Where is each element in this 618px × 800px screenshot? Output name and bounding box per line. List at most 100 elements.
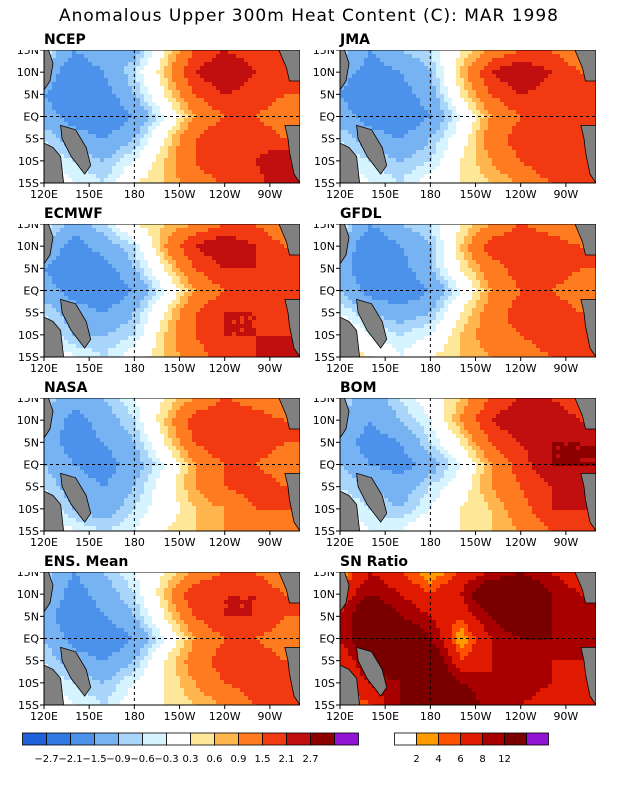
- heat-cell: [476, 94, 481, 99]
- heat-cell: [160, 106, 165, 111]
- heat-cell: [176, 78, 181, 83]
- heat-cell: [236, 232, 241, 237]
- heat-cell: [136, 118, 141, 123]
- heat-cell: [172, 82, 177, 87]
- heat-cell: [480, 70, 485, 75]
- heat-cell: [284, 166, 289, 171]
- x-tick-label: 150W: [460, 188, 492, 201]
- heat-cell: [564, 66, 569, 71]
- heat-cell: [396, 106, 401, 111]
- heat-cell: [116, 150, 121, 155]
- heat-cell: [244, 70, 249, 75]
- heat-cell: [384, 114, 389, 119]
- heat-cell: [280, 62, 285, 67]
- heat-cell: [148, 150, 153, 155]
- heat-cell: [180, 118, 185, 123]
- heat-cell: [400, 90, 405, 95]
- heat-cell: [364, 118, 369, 123]
- heat-cell: [104, 240, 109, 245]
- heat-cell: [268, 58, 273, 63]
- heat-cell: [72, 126, 77, 131]
- heat-cell: [204, 256, 209, 261]
- x-tick-label: 120E: [30, 188, 58, 201]
- heat-cell: [96, 62, 101, 67]
- heat-cell: [80, 110, 85, 115]
- heat-cell: [392, 98, 397, 103]
- heat-cell: [508, 174, 513, 179]
- heat-cell: [172, 162, 177, 167]
- panel-title: JMA: [340, 32, 370, 48]
- heat-cell: [448, 86, 453, 91]
- heat-cell: [96, 252, 101, 257]
- heat-cell: [160, 86, 165, 91]
- heat-cell: [536, 146, 541, 151]
- heat-cell: [464, 122, 469, 127]
- heat-cell: [520, 62, 525, 67]
- heat-cell: [144, 102, 149, 107]
- heat-cell: [520, 142, 525, 147]
- heat-cell: [432, 66, 437, 71]
- heat-cell: [124, 170, 129, 175]
- heat-cell: [528, 78, 533, 83]
- heat-cell: [120, 122, 125, 127]
- heat-cell: [568, 82, 573, 87]
- heat-cell: [388, 70, 393, 75]
- heat-cell: [160, 134, 165, 139]
- heat-cell: [480, 58, 485, 63]
- heat-cell: [496, 106, 501, 111]
- heat-cell: [408, 154, 413, 159]
- heat-cell: [236, 248, 241, 253]
- heat-cell: [260, 224, 265, 229]
- heat-cell: [376, 70, 381, 75]
- heat-cell: [148, 174, 153, 179]
- heat-cell: [232, 174, 237, 179]
- heat-cell: [180, 78, 185, 83]
- heat-cell: [284, 110, 289, 115]
- heat-cell: [192, 224, 197, 229]
- heat-cell: [172, 78, 177, 83]
- heat-cell: [448, 82, 453, 87]
- heat-cell: [296, 102, 300, 107]
- heat-cell: [256, 70, 261, 75]
- heat-cell: [72, 228, 77, 233]
- heat-cell: [388, 174, 393, 179]
- heat-cell: [536, 62, 541, 67]
- heat-cell: [552, 66, 557, 71]
- heat-cell: [224, 142, 229, 147]
- y-tick-label: 15S: [314, 177, 335, 190]
- heat-cell: [48, 110, 53, 115]
- heat-cell: [116, 174, 121, 179]
- heat-cell: [196, 114, 201, 119]
- heat-cell: [244, 174, 249, 179]
- heat-cell: [560, 110, 565, 115]
- heat-cell: [148, 114, 153, 119]
- heat-cell: [512, 154, 517, 159]
- heat-cell: [216, 122, 221, 127]
- heat-cell: [400, 138, 405, 143]
- heat-cell: [396, 158, 401, 163]
- heat-cell: [564, 114, 569, 119]
- heat-cell: [568, 118, 573, 123]
- heat-cell: [516, 130, 521, 135]
- heat-cell: [168, 236, 173, 241]
- heat-cell: [356, 94, 361, 99]
- heat-cell: [484, 62, 489, 67]
- heat-cell: [372, 166, 377, 171]
- heat-cell: [264, 102, 269, 107]
- heat-cell: [88, 248, 93, 253]
- heat-cell: [152, 102, 157, 107]
- heat-cell: [136, 248, 141, 253]
- heat-cell: [216, 142, 221, 147]
- heat-cell: [56, 78, 61, 83]
- heat-cell: [100, 134, 105, 139]
- heat-cell: [512, 130, 517, 135]
- heat-cell: [240, 154, 245, 159]
- heat-cell: [280, 66, 285, 71]
- heat-cell: [56, 50, 61, 55]
- heat-cell: [360, 86, 365, 91]
- heat-cell: [340, 138, 345, 143]
- heat-cell: [412, 138, 417, 143]
- heat-cell: [500, 150, 505, 155]
- heat-cell: [360, 118, 365, 123]
- heat-cell: [556, 142, 561, 147]
